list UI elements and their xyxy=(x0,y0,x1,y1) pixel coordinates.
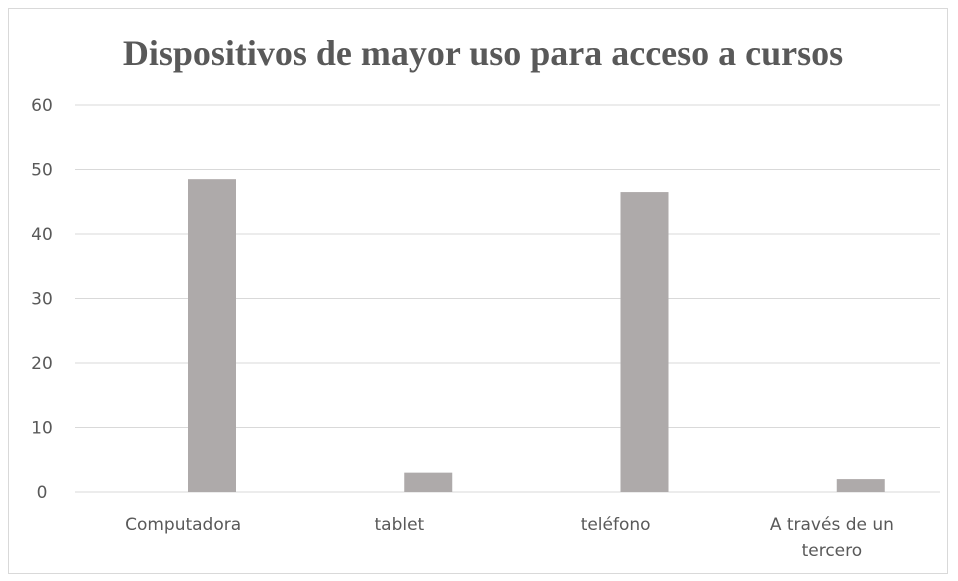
bar xyxy=(188,179,236,493)
y-tick-label: 30 xyxy=(31,290,53,310)
y-tick-label: 20 xyxy=(31,354,53,374)
chart-title: Dispositivos de mayor uso para acceso a … xyxy=(123,33,843,73)
x-axis-ticks: Computadora tablet teléfono A través de un t… xyxy=(125,515,894,561)
x-tick-label: Computadora xyxy=(125,515,241,535)
y-tick-label: 10 xyxy=(31,419,53,439)
x-tick-label-line: tablet xyxy=(375,515,425,535)
x-tick-label: teléfono xyxy=(581,515,651,535)
bar xyxy=(836,479,885,492)
x-tick-label: tablet xyxy=(375,515,425,535)
bars xyxy=(188,179,885,493)
bar xyxy=(404,472,453,492)
bar xyxy=(620,192,669,492)
y-tick-label: 0 xyxy=(37,483,48,503)
x-tick-label-line: teléfono xyxy=(581,515,651,535)
chart-frame xyxy=(8,8,948,574)
x-tick-label: A través de un tercero xyxy=(770,515,894,561)
y-tick-label: 50 xyxy=(31,161,53,181)
x-tick-label-line: A través de un xyxy=(770,515,894,535)
y-tick-label: 40 xyxy=(31,225,53,245)
x-tick-label-line: Computadora xyxy=(125,515,241,535)
x-tick-label-line: tercero xyxy=(802,541,863,561)
y-tick-label: 60 xyxy=(31,96,53,116)
y-axis-ticks: 0 10 20 30 40 50 60 xyxy=(31,96,53,503)
